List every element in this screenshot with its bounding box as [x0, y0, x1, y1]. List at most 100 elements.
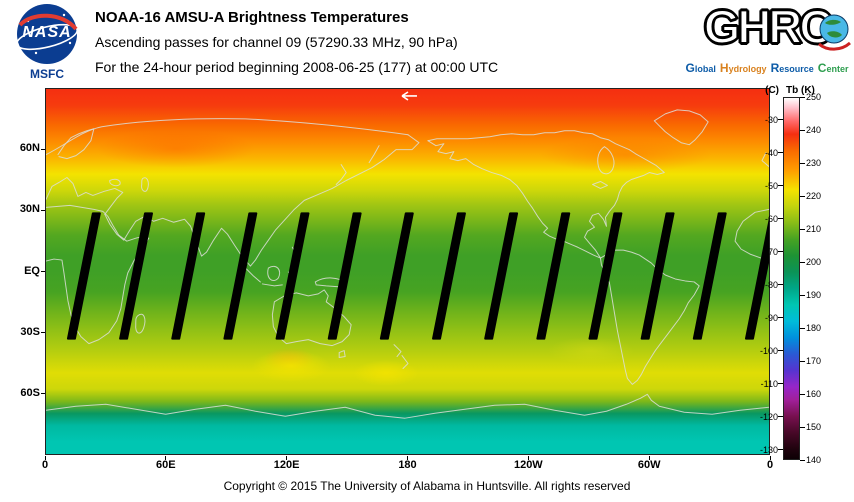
swath-gap — [66, 212, 101, 340]
ghrc-logo: GHRC Global Hydrology Resource Center — [682, 0, 852, 85]
x-axis-label: 60E — [156, 459, 176, 471]
ghrc-acronym: GHRC — [682, 0, 852, 55]
colorbar-celsius-label: -90 — [764, 312, 778, 323]
y-axis-tick — [41, 332, 45, 334]
colorbar-tick — [778, 152, 783, 154]
swath-gap — [692, 212, 727, 340]
x-axis-tick — [286, 456, 288, 460]
colorbar-celsius-label: -110 — [760, 378, 778, 389]
direction-arrow-icon — [401, 91, 417, 101]
swath-gap — [484, 212, 519, 340]
swath-gap — [744, 217, 769, 340]
copyright-notice: Copyright © 2015 The University of Alaba… — [223, 479, 631, 493]
colorbar-kelvin-label: 220 — [806, 191, 822, 201]
colorbar-celsius-label: -80 — [764, 279, 778, 290]
colorbar-kelvin-label: 150 — [806, 422, 822, 432]
colorbar-tick — [778, 416, 783, 418]
colorbar-tick — [778, 317, 783, 319]
y-axis-label: 60S — [20, 386, 40, 399]
colorbar-tick — [778, 251, 783, 253]
subtitle-channel: Ascending passes for channel 09 (57290.3… — [95, 34, 458, 50]
colorbar-celsius-label: -30 — [764, 114, 778, 125]
colorbar-celsius-label: -50 — [764, 180, 778, 191]
colorbar-tick — [800, 459, 805, 461]
ghrc-tagline-rest: lobal — [694, 64, 716, 74]
colorbar-tick — [800, 294, 805, 296]
ghrc-letter-h: H — [736, 0, 772, 54]
y-axis-tick — [41, 271, 45, 272]
map-overlay — [46, 91, 769, 419]
colorbar-tick — [800, 426, 805, 428]
colorbar-tick — [778, 350, 783, 352]
colorbar-celsius-label: -40 — [764, 147, 778, 158]
colorbar-kelvin-label: 180 — [806, 323, 822, 333]
colorbar-kelvin-label: 210 — [806, 224, 822, 234]
globe-icon — [818, 14, 851, 51]
ghrc-tagline-initial: G — [685, 61, 695, 75]
nasa-center-label: MSFC — [30, 67, 64, 81]
colorbar-tick — [800, 195, 805, 197]
colorbar-tick — [800, 360, 805, 362]
ghrc-tagline-initial: C — [817, 61, 827, 75]
y-axis-label: 60N — [19, 142, 40, 155]
x-axis-label: 60W — [637, 459, 661, 471]
y-axis-tick — [41, 393, 45, 395]
x-axis-label: 120E — [273, 459, 300, 471]
colorbar-kelvin-label: 250 — [806, 92, 822, 102]
swath-gap — [640, 212, 675, 340]
subtitle-period: For the 24-hour period beginning 2008-06… — [95, 59, 499, 75]
swath-gap — [536, 212, 571, 340]
y-axis-label: 30S — [20, 325, 40, 338]
x-axis-tick — [44, 456, 46, 460]
colorbar-kelvin-label: 230 — [806, 158, 822, 168]
x-axis-tick — [527, 456, 529, 460]
swath-gap — [379, 212, 414, 340]
x-axis-label: 0 — [41, 459, 49, 471]
x-axis-tick — [769, 456, 771, 460]
colorbar-tick — [800, 228, 805, 230]
colorbar-unit-kelvin: Tb (K) — [786, 85, 815, 96]
swath-gap — [588, 212, 623, 340]
colorbar-celsius-label: -100 — [759, 345, 778, 356]
ghrc-tagline-word: Resource — [770, 61, 814, 75]
ghrc-tagline-rest: ydrology — [728, 64, 767, 74]
colorbar-tick — [778, 449, 783, 451]
nasa-meatball-icon — [16, 4, 78, 64]
ghrc-letter-r: R — [767, 0, 803, 54]
colorbar-celsius-label: -60 — [764, 213, 778, 224]
ghrc-tagline: Global Hydrology Resource Center — [682, 61, 852, 75]
ghrc-tagline-initial: R — [770, 61, 780, 75]
continent-outlines — [46, 109, 769, 419]
colorbar-tick — [800, 327, 805, 329]
x-axis-tick — [407, 456, 408, 460]
colorbar-celsius-label: -130 — [759, 444, 778, 455]
swath-gap — [171, 212, 206, 340]
ghrc-tagline-initial: H — [719, 61, 729, 75]
y-axis-tick — [41, 148, 45, 150]
colorbar-tick — [800, 393, 805, 395]
nasa-wordmark: NASA — [22, 24, 72, 41]
y-axis-label: EQ — [24, 264, 40, 277]
colorbar-tick — [778, 383, 783, 385]
y-axis-label: 30N — [19, 203, 40, 216]
colorbar-tick — [800, 261, 805, 263]
x-axis-label: 120W — [513, 459, 543, 471]
colorbar-tick — [778, 119, 783, 121]
colorbar-tick — [800, 96, 805, 98]
colorbar-tick — [800, 162, 805, 164]
swath-gap — [275, 212, 310, 340]
nasa-logo: NASA MSFC — [12, 3, 82, 83]
ghrc-tagline-rest: esource — [779, 64, 814, 74]
y-axis-tick — [41, 209, 45, 211]
colorbar-tick — [778, 284, 783, 286]
colorbar-kelvin-label: 240 — [806, 125, 822, 135]
ghrc-tagline-rest: enter — [826, 64, 849, 74]
x-axis-tick — [648, 456, 650, 460]
x-axis-tick — [165, 456, 167, 460]
colorbar — [783, 97, 800, 460]
ghrc-tagline-word: Center — [817, 61, 849, 75]
swath-gap — [327, 212, 362, 340]
colorbar-kelvin-label: 190 — [806, 290, 822, 300]
colorbar-unit-celsius: (C) — [765, 85, 779, 96]
